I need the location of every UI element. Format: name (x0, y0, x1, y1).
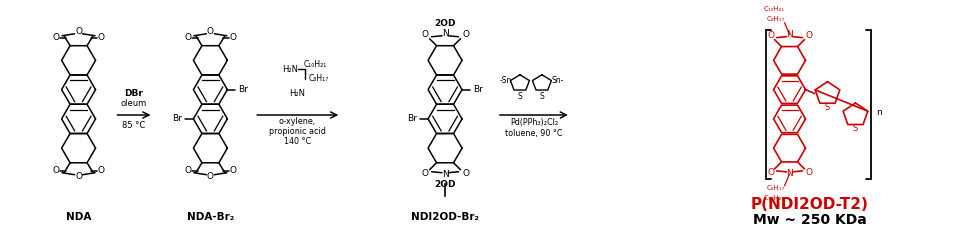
Text: O: O (462, 30, 469, 39)
Text: Br: Br (172, 114, 183, 123)
Text: O: O (768, 31, 774, 40)
Text: toluene, 90 °C: toluene, 90 °C (505, 129, 563, 138)
Text: O: O (421, 169, 428, 178)
Text: O: O (185, 166, 191, 175)
Text: 2OD: 2OD (434, 180, 456, 189)
Text: O: O (98, 166, 104, 175)
Text: N: N (786, 30, 793, 39)
Text: Br: Br (238, 85, 248, 94)
Text: O: O (75, 27, 82, 36)
Text: H₂N: H₂N (289, 89, 305, 98)
Text: Sn-: Sn- (551, 76, 564, 85)
Text: S: S (825, 103, 830, 112)
Text: NDA-Br₂: NDA-Br₂ (187, 212, 234, 222)
Text: N: N (442, 170, 449, 179)
Text: C₁₀H₂₁: C₁₀H₂₁ (303, 60, 327, 69)
Text: H₂N: H₂N (282, 65, 299, 74)
Text: oleum: oleum (121, 99, 146, 108)
Text: O: O (98, 33, 104, 42)
Text: S: S (518, 92, 523, 101)
Text: 2OD: 2OD (434, 19, 456, 28)
Text: S: S (853, 124, 858, 133)
Text: O: O (805, 31, 812, 40)
Text: C₁₀H₂₁: C₁₀H₂₁ (764, 6, 785, 12)
Text: 85 °C: 85 °C (122, 121, 145, 130)
Text: C₈H₁₇: C₈H₁₇ (767, 185, 785, 191)
Text: o-xylene,: o-xylene, (278, 117, 316, 127)
Text: O: O (75, 172, 82, 181)
Text: Br: Br (473, 85, 483, 94)
Text: propionic acid: propionic acid (269, 127, 325, 136)
Text: NDI2OD-Br₂: NDI2OD-Br₂ (412, 212, 479, 222)
Text: N: N (442, 29, 449, 38)
Text: C₁₀H₂₁: C₁₀H₂₁ (764, 195, 785, 201)
Text: -Sn: -Sn (500, 76, 512, 85)
Text: n: n (877, 108, 882, 117)
Text: O: O (207, 27, 214, 36)
Text: NDA: NDA (66, 212, 91, 222)
Text: Mw ~ 250 KDa: Mw ~ 250 KDa (752, 213, 866, 227)
Text: O: O (185, 33, 191, 42)
Text: Pd(PPh₃)₂Cl₂: Pd(PPh₃)₂Cl₂ (510, 118, 558, 127)
Text: C₈H₁₇: C₈H₁₇ (767, 16, 785, 22)
Text: Br: Br (407, 114, 417, 123)
Text: O: O (462, 169, 469, 178)
Text: O: O (768, 168, 774, 177)
Text: P(NDI2OD-T2): P(NDI2OD-T2) (750, 197, 868, 212)
Text: O: O (421, 30, 428, 39)
Text: 140 °C: 140 °C (283, 137, 311, 146)
Text: C₈H₁₇: C₈H₁₇ (308, 74, 328, 83)
Text: O: O (53, 166, 59, 175)
Text: N: N (786, 169, 793, 178)
Text: S: S (540, 92, 545, 101)
Text: O: O (230, 166, 236, 175)
Text: O: O (805, 168, 812, 177)
Text: DBr: DBr (124, 89, 143, 98)
Text: O: O (53, 33, 59, 42)
Text: O: O (207, 172, 214, 181)
Text: O: O (230, 33, 236, 42)
